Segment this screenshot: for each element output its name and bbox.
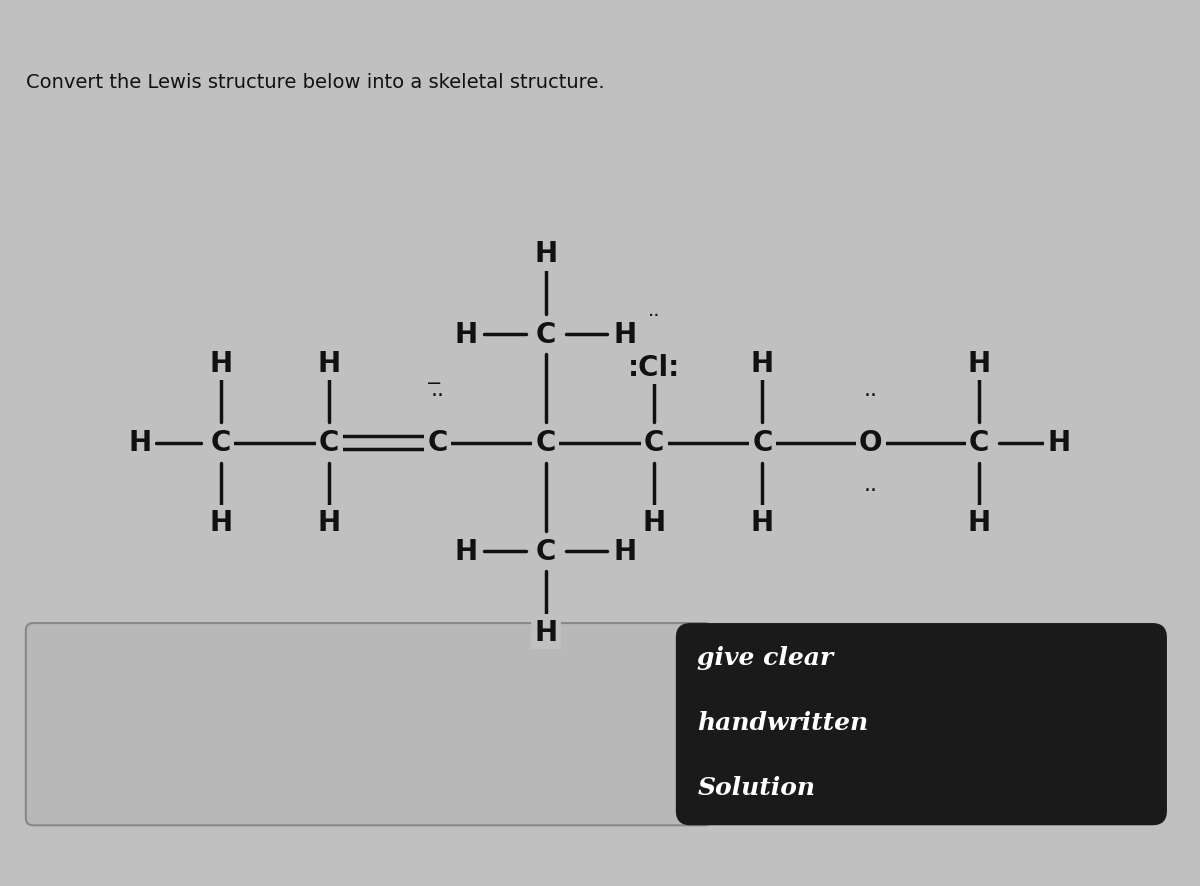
Text: ··: ·· [648,307,660,326]
Text: H: H [209,350,233,377]
Text: H: H [318,350,341,377]
Text: H: H [751,350,774,377]
Text: C: C [535,537,556,565]
Text: H: H [613,321,637,349]
Text: H: H [613,537,637,565]
Text: C: C [427,429,448,457]
Text: H: H [534,240,557,268]
Text: H: H [318,509,341,536]
Text: −: − [426,374,442,392]
Text: C: C [968,429,989,457]
FancyBboxPatch shape [26,624,712,826]
Text: C: C [211,429,232,457]
Text: ··: ·· [864,385,878,406]
Text: :Cl:: :Cl: [628,354,680,381]
Text: H: H [967,350,991,377]
Text: handwritten: handwritten [697,710,869,734]
Text: H: H [534,618,557,646]
Text: give clear: give clear [697,645,834,669]
FancyBboxPatch shape [676,624,1166,826]
Text: O: O [859,429,882,457]
Text: Convert the Lewis structure below into a skeletal structure.: Convert the Lewis structure below into a… [26,73,605,92]
Text: Solution: Solution [697,775,816,799]
Text: H: H [751,509,774,536]
Text: H: H [455,321,478,349]
Text: H: H [128,429,151,457]
Text: ··: ·· [431,385,444,406]
Text: C: C [319,429,340,457]
Text: H: H [209,509,233,536]
Text: H: H [455,537,478,565]
Text: ··: ·· [864,480,878,501]
Text: H: H [1048,429,1070,457]
Text: H: H [643,509,666,536]
Text: C: C [752,429,773,457]
Text: C: C [644,429,665,457]
Text: C: C [535,429,556,457]
Text: H: H [967,509,991,536]
Text: C: C [535,321,556,349]
